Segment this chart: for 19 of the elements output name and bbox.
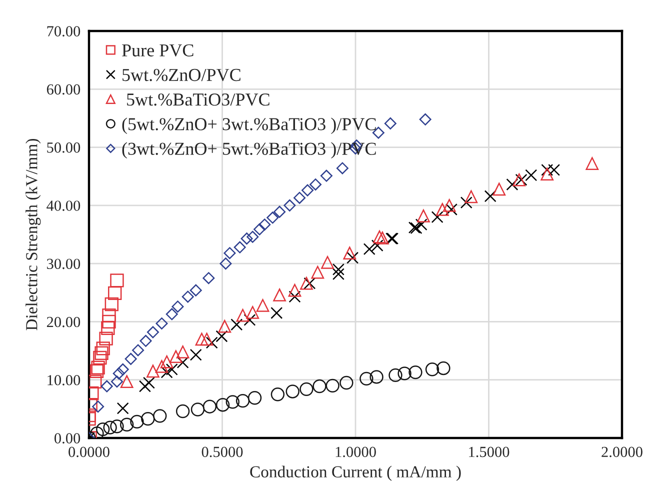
y-tick-label: 40.00 (46, 200, 80, 211)
y-tick-label: 60.00 (46, 84, 80, 95)
legend-label: 5wt.%BaTiO3/PVC (127, 93, 270, 106)
y-tick-label: 10.00 (48, 375, 80, 386)
y-axis-title: Dielectric Strength (kV/mm) (26, 138, 41, 330)
x-tick-label: 1.0000 (336, 446, 376, 458)
x-axis-title: Conduction Current ( mA/mm ) (250, 466, 461, 481)
y-tick-label: 30.00 (47, 258, 80, 270)
x-tick-label: 2.0000 (602, 446, 642, 458)
legend-label: Pure PVC (122, 44, 194, 57)
y-tick-label: 20.00 (46, 316, 80, 328)
x-tick-label: 0.5000 (202, 446, 243, 458)
legend-label: 5wt.%ZnO/PVC (122, 68, 240, 82)
x-tick-label: 1.5000 (469, 446, 510, 458)
y-tick-label: 70.00 (47, 26, 80, 37)
y-tick-label: 50.00 (47, 142, 80, 153)
y-tick-label: 0.00 (54, 433, 80, 444)
legend-label: (5wt.%ZnO+ 3wt.%BaTiO3 )/PVC (122, 118, 376, 134)
x-tick-label: 0.0000 (68, 446, 110, 458)
